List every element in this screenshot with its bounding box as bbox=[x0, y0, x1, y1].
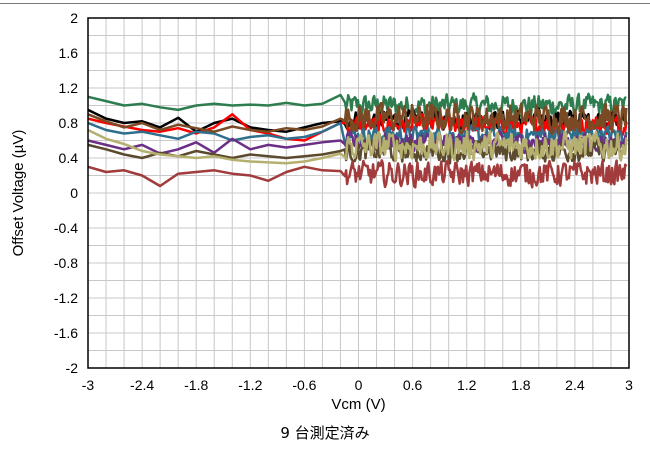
x-tick-label: 0.6 bbox=[403, 377, 423, 393]
x-tick-label: 0 bbox=[355, 377, 363, 393]
grid bbox=[88, 18, 629, 368]
x-tick-label: 1.8 bbox=[511, 377, 531, 393]
series-line-5 bbox=[87, 101, 628, 136]
x-tick-label: -1.8 bbox=[184, 377, 208, 393]
x-tick-labels: -3 -2.4 -1.8 -1.2 -0.6 0 0.6 1.2 1.8 2.4 3 bbox=[82, 377, 633, 393]
top-border-line bbox=[0, 3, 650, 4]
plot-frame bbox=[87, 17, 630, 369]
x-tick-label: -2.4 bbox=[130, 377, 154, 393]
caption: 9 台測定済み bbox=[280, 424, 370, 442]
y-tick-label: -0.8 bbox=[54, 255, 78, 271]
x-tick-label: 2.4 bbox=[565, 377, 585, 393]
y-axis-label: Offset Voltage (µV) bbox=[10, 130, 27, 257]
y-tick-label: -0.4 bbox=[54, 220, 78, 236]
series-line-9 bbox=[87, 159, 628, 189]
x-tick-label: -3 bbox=[82, 377, 95, 393]
y-tick-label: 0.8 bbox=[59, 115, 79, 131]
series-line-8 bbox=[87, 128, 628, 165]
series-layer bbox=[87, 92, 628, 189]
y-tick-label: -1.2 bbox=[54, 290, 78, 306]
x-tick-label: -0.6 bbox=[292, 377, 316, 393]
y-tick-label: 1.6 bbox=[59, 45, 79, 61]
y-tick-label: 0 bbox=[70, 185, 78, 201]
y-tick-labels: 2 1.6 1.2 0.8 0.4 0 -0.4 -0.8 -1.2 -1.6 -2 bbox=[54, 10, 78, 376]
x-tick-label: 3 bbox=[625, 377, 633, 393]
x-tick-label: 1.2 bbox=[457, 377, 477, 393]
offset-voltage-chart: -3 -2.4 -1.8 -1.2 -0.6 0 0.6 1.2 1.8 2.4 3 2 1.6 1.2… bbox=[10, 10, 633, 413]
y-tick-label: 2 bbox=[70, 10, 78, 26]
y-tick-label: -2 bbox=[66, 360, 79, 376]
x-tick-label: -1.2 bbox=[238, 377, 262, 393]
y-tick-label: -1.6 bbox=[54, 325, 78, 341]
y-tick-label: 0.4 bbox=[59, 150, 79, 166]
y-tick-label: 1.2 bbox=[59, 80, 79, 96]
x-axis-label: Vcm (V) bbox=[331, 396, 385, 413]
